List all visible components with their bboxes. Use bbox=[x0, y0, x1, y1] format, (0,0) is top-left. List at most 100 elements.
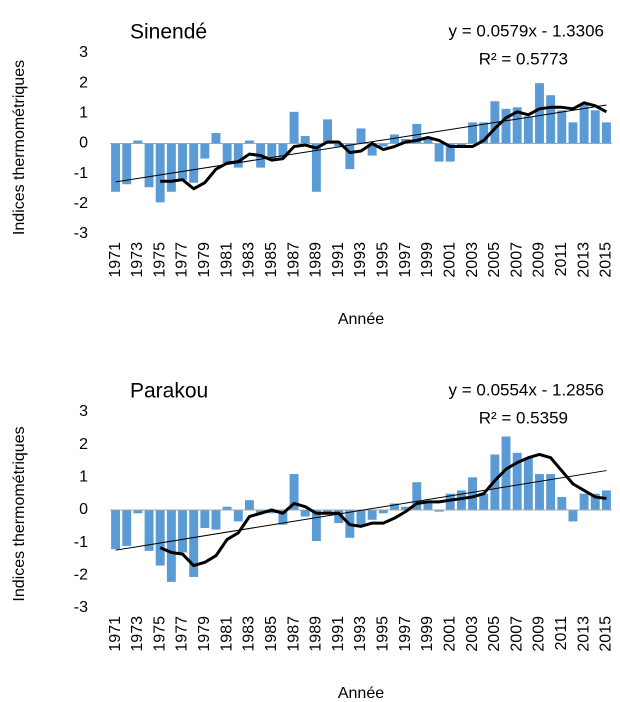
bar bbox=[233, 510, 243, 522]
bar bbox=[211, 510, 221, 530]
x-tick-label: 1989 bbox=[308, 616, 325, 652]
bar bbox=[434, 510, 444, 512]
bar bbox=[200, 143, 210, 159]
bar bbox=[590, 110, 600, 144]
x-tick-label: 2001 bbox=[441, 242, 458, 278]
x-tick-label: 2015 bbox=[598, 242, 615, 278]
bar bbox=[468, 477, 478, 510]
x-tick-label: 1985 bbox=[263, 616, 280, 652]
x-tick-label: 1993 bbox=[352, 616, 369, 652]
x-tick-label: 1975 bbox=[151, 616, 168, 652]
bar bbox=[178, 143, 187, 180]
bar bbox=[479, 493, 489, 510]
y-tick-label: -3 bbox=[74, 599, 88, 616]
bar bbox=[579, 104, 589, 144]
bar bbox=[200, 510, 210, 528]
bar bbox=[367, 510, 377, 520]
bar bbox=[233, 143, 243, 168]
bar bbox=[166, 510, 176, 582]
bar bbox=[133, 140, 143, 144]
bar bbox=[557, 110, 567, 144]
bar bbox=[401, 506, 411, 510]
x-axis-label: Année bbox=[338, 685, 384, 702]
x-tick-label: 2003 bbox=[464, 242, 481, 278]
bar bbox=[390, 134, 399, 144]
chart-title: Parakou bbox=[130, 380, 208, 403]
bar bbox=[244, 140, 254, 144]
bar bbox=[278, 143, 288, 158]
x-tick-label: 2013 bbox=[575, 242, 592, 278]
x-tick-label: 1985 bbox=[263, 242, 280, 278]
y-tick-label: -2 bbox=[74, 567, 88, 584]
trend-line bbox=[115, 104, 607, 183]
bar bbox=[334, 510, 344, 524]
x-tick-label: 2005 bbox=[486, 616, 503, 652]
bar bbox=[579, 493, 589, 510]
bar bbox=[144, 143, 154, 188]
bar bbox=[501, 108, 511, 144]
x-tick-label: 1975 bbox=[151, 242, 168, 278]
x-tick-label: 1981 bbox=[218, 616, 235, 652]
bar bbox=[445, 143, 455, 162]
bar bbox=[523, 457, 533, 510]
bar bbox=[456, 143, 466, 147]
bar bbox=[568, 122, 578, 144]
bar bbox=[501, 436, 511, 510]
bar bbox=[289, 111, 299, 144]
x-axis-label: Année bbox=[338, 311, 384, 328]
bar bbox=[535, 83, 544, 144]
bar bbox=[300, 135, 310, 144]
bar bbox=[267, 143, 277, 159]
bar bbox=[311, 143, 321, 192]
bar bbox=[300, 510, 310, 517]
moving-average-line bbox=[159, 452, 607, 568]
bar bbox=[189, 143, 199, 183]
x-tick-label: 1991 bbox=[330, 616, 347, 652]
bar bbox=[166, 143, 176, 192]
bar bbox=[468, 122, 478, 144]
equation: y = 0.0579x - 1.3306 bbox=[449, 21, 604, 40]
x-tick-label: 1979 bbox=[196, 242, 213, 278]
x-tick-label: 1971 bbox=[107, 242, 124, 278]
x-tick-label: 2007 bbox=[508, 242, 525, 278]
trend-line bbox=[115, 470, 607, 551]
bar bbox=[546, 95, 556, 144]
bar bbox=[434, 143, 444, 162]
x-tick-label: 1977 bbox=[174, 242, 191, 278]
bar bbox=[311, 510, 321, 542]
bar bbox=[155, 510, 165, 566]
bar bbox=[144, 510, 154, 551]
bar bbox=[601, 122, 611, 144]
x-tick-label: 1981 bbox=[218, 242, 235, 278]
y-axis-label: Indices thermométriques bbox=[11, 60, 28, 235]
y-tick-label: -2 bbox=[74, 195, 88, 212]
y-tick-label: 2 bbox=[79, 436, 88, 453]
bar bbox=[412, 123, 422, 144]
bar bbox=[244, 500, 254, 510]
bar bbox=[222, 506, 232, 510]
bar bbox=[133, 510, 143, 514]
bar bbox=[535, 474, 544, 510]
bar bbox=[423, 138, 433, 144]
y-tick-label: 1 bbox=[79, 105, 88, 122]
x-tick-label: 1987 bbox=[285, 616, 302, 652]
bar bbox=[189, 510, 199, 577]
bar bbox=[278, 510, 288, 525]
bar bbox=[557, 496, 567, 510]
x-tick-label: 1997 bbox=[397, 242, 414, 278]
bar bbox=[568, 510, 578, 522]
bar bbox=[412, 482, 422, 510]
bar bbox=[378, 143, 388, 147]
x-tick-label: 1991 bbox=[330, 242, 347, 278]
r-squared: R² = 0.5359 bbox=[479, 408, 568, 427]
bar bbox=[546, 474, 556, 510]
bar bbox=[323, 510, 332, 514]
bar bbox=[122, 143, 132, 185]
y-tick-label: -3 bbox=[74, 225, 88, 242]
bar bbox=[479, 122, 489, 144]
y-tick-label: 3 bbox=[79, 44, 88, 61]
bar bbox=[390, 503, 399, 510]
x-tick-label: 2005 bbox=[486, 242, 503, 278]
y-tick-label: 0 bbox=[79, 135, 88, 152]
bar bbox=[155, 143, 165, 203]
